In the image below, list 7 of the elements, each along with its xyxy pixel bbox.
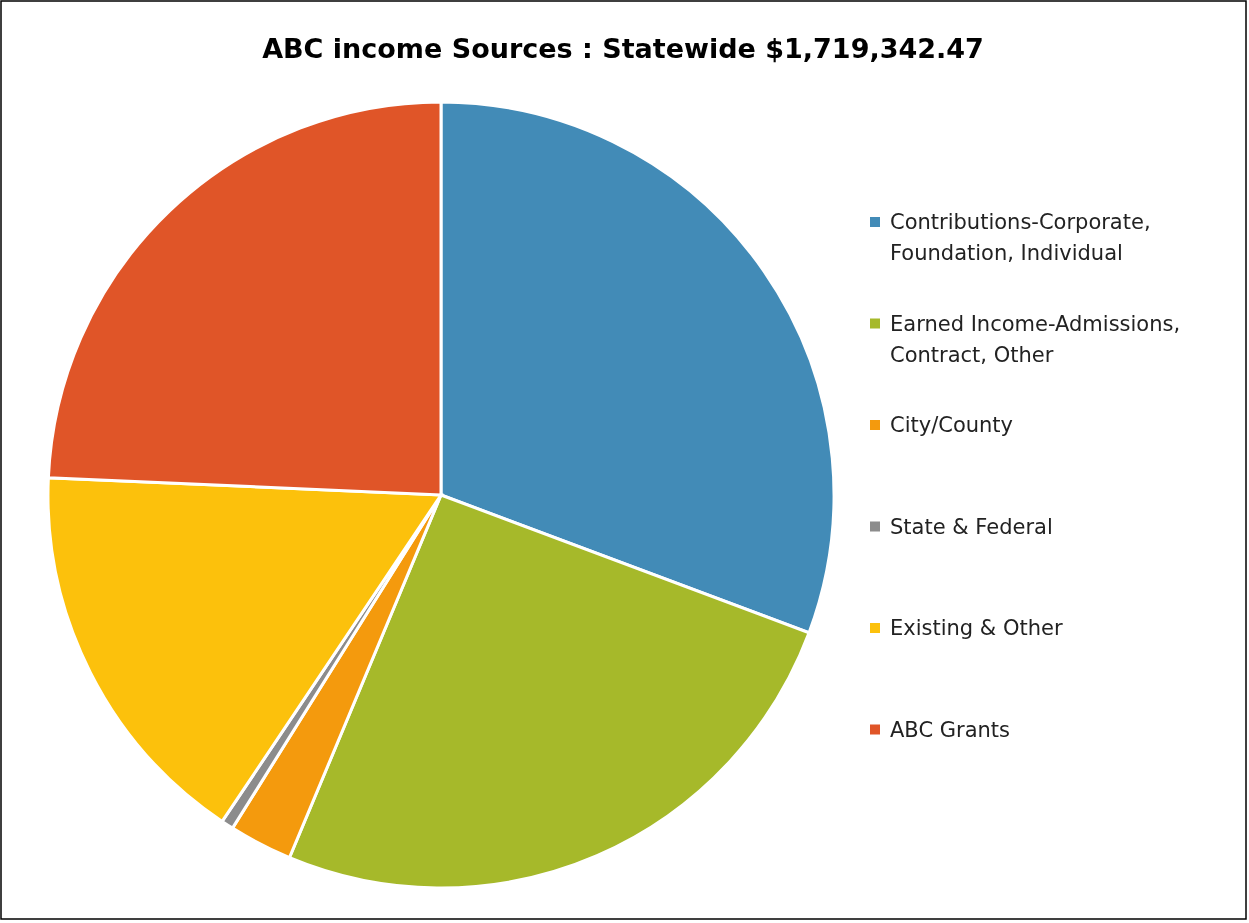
legend-label: State & Federal bbox=[890, 514, 1053, 539]
legend-label: City/County bbox=[890, 413, 1014, 437]
legend-label: ABC Grants bbox=[890, 717, 1011, 742]
legend-label: Earned Income-Admissions, Contract, Other bbox=[890, 311, 1181, 367]
chart-title: ABC income Sources : Statewide $1,719,342.47 bbox=[262, 33, 984, 64]
legend-label: Existing & Other bbox=[890, 616, 1063, 640]
legend-label: Contributions-Corporate, Foundation, Individual bbox=[890, 210, 1151, 265]
